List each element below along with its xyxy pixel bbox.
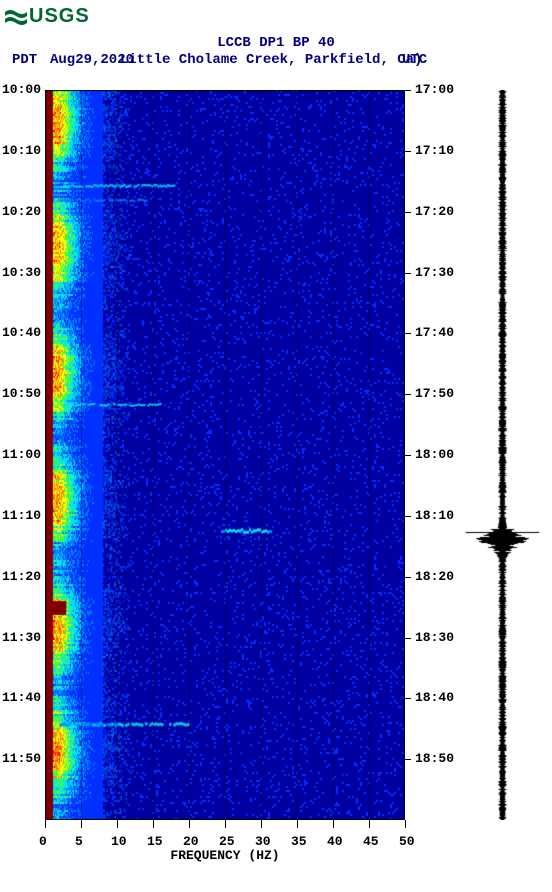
right-time-tick: 18:00 (415, 447, 454, 462)
tick-mark (405, 698, 411, 699)
freq-tick: 30 (255, 834, 271, 849)
freq-tick: 45 (363, 834, 379, 849)
left-time-tick: 10:30 (2, 265, 41, 280)
chart-title: LCCB DP1 BP 40 (0, 35, 552, 51)
freq-tick-mark (369, 820, 370, 828)
right-time-tick: 17:10 (415, 143, 454, 158)
freq-tick-mark (117, 820, 118, 828)
freq-tick-mark (189, 820, 190, 828)
freq-tick: 50 (399, 834, 415, 849)
logo-text: USGS (29, 5, 90, 27)
right-time-tick: 17:30 (415, 265, 454, 280)
right-time-tick: 17:00 (415, 82, 454, 97)
freq-tick: 35 (291, 834, 307, 849)
tick-mark (405, 638, 411, 639)
freq-tick-mark (153, 820, 154, 828)
freq-tick: 15 (147, 834, 163, 849)
right-time-tick: 18:20 (415, 569, 454, 584)
right-time-tick: 17:50 (415, 386, 454, 401)
tick-mark (405, 212, 411, 213)
right-time-axis: 17:0017:1017:2017:3017:4017:5018:0018:10… (405, 90, 455, 820)
right-time-tick: 17:40 (415, 325, 454, 340)
tick-mark (405, 151, 411, 152)
tick-mark (405, 394, 411, 395)
left-time-tick: 10:40 (2, 325, 41, 340)
right-time-tick: 18:50 (415, 751, 454, 766)
freq-tick-mark (333, 820, 334, 828)
spectrogram-canvas (45, 90, 405, 820)
freq-tick: 5 (75, 834, 83, 849)
waveform-canvas (460, 90, 545, 820)
left-time-tick: 10:20 (2, 204, 41, 219)
freq-tick-mark (297, 820, 298, 828)
freq-tick: 40 (327, 834, 343, 849)
right-time-tick: 18:40 (415, 690, 454, 705)
tick-mark (405, 455, 411, 456)
left-time-tick: 11:50 (2, 751, 41, 766)
freq-tick-mark (261, 820, 262, 828)
right-time-tick: 18:10 (415, 508, 454, 523)
right-time-tick: 17:20 (415, 204, 454, 219)
left-time-tick: 10:00 (2, 82, 41, 97)
freq-tick-mark (225, 820, 226, 828)
tick-mark (405, 273, 411, 274)
usgs-logo: USGS (5, 5, 90, 28)
freq-tick-mark (405, 820, 406, 828)
left-time-tick: 11:20 (2, 569, 41, 584)
freq-tick: 0 (39, 834, 47, 849)
freq-tick: 10 (111, 834, 127, 849)
freq-tick: 25 (219, 834, 235, 849)
x-axis-label: FREQUENCY (HZ) (45, 848, 405, 863)
freq-tick-mark (45, 820, 46, 828)
tick-mark (405, 577, 411, 578)
left-time-tick: 11:30 (2, 630, 41, 645)
left-time-tick: 10:10 (2, 143, 41, 158)
tick-mark (405, 90, 411, 91)
tick-mark (405, 759, 411, 760)
freq-tick-mark (81, 820, 82, 828)
location-label: Little Cholame Creek, Parkfield, Ca) (120, 52, 422, 68)
left-time-tick: 11:10 (2, 508, 41, 523)
freq-tick: 20 (183, 834, 199, 849)
left-time-tick: 11:40 (2, 690, 41, 705)
tick-mark (405, 516, 411, 517)
left-time-axis: 10:0010:1010:2010:3010:4010:5011:0011:10… (0, 90, 45, 820)
left-time-tick: 11:00 (2, 447, 41, 462)
tick-mark (405, 333, 411, 334)
utc-label: UTC (402, 52, 427, 68)
left-time-tick: 10:50 (2, 386, 41, 401)
right-time-tick: 18:30 (415, 630, 454, 645)
pdt-label: PDT (12, 52, 37, 68)
